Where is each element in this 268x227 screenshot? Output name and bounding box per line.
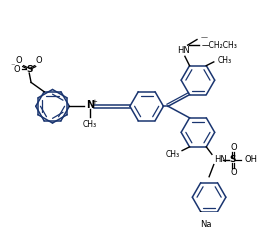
Text: HN: HN [214, 155, 226, 164]
Text: O: O [35, 57, 42, 65]
Text: O: O [14, 65, 20, 74]
Text: OH: OH [244, 155, 258, 164]
Text: O: O [230, 143, 237, 152]
Text: N: N [86, 100, 94, 110]
Text: CH₃: CH₃ [166, 150, 180, 159]
Text: ⁻: ⁻ [10, 61, 15, 70]
Text: —: — [201, 35, 208, 41]
Text: S: S [229, 155, 236, 164]
Text: —CH₂CH₃: —CH₂CH₃ [202, 41, 237, 50]
Text: S: S [26, 65, 32, 74]
Text: CH₃: CH₃ [218, 57, 232, 65]
Text: Na: Na [200, 220, 211, 227]
Text: CH₃: CH₃ [83, 120, 97, 129]
Text: HN: HN [177, 46, 189, 55]
Text: O: O [16, 57, 22, 65]
Text: O: O [230, 168, 237, 177]
Text: +: + [92, 99, 97, 105]
